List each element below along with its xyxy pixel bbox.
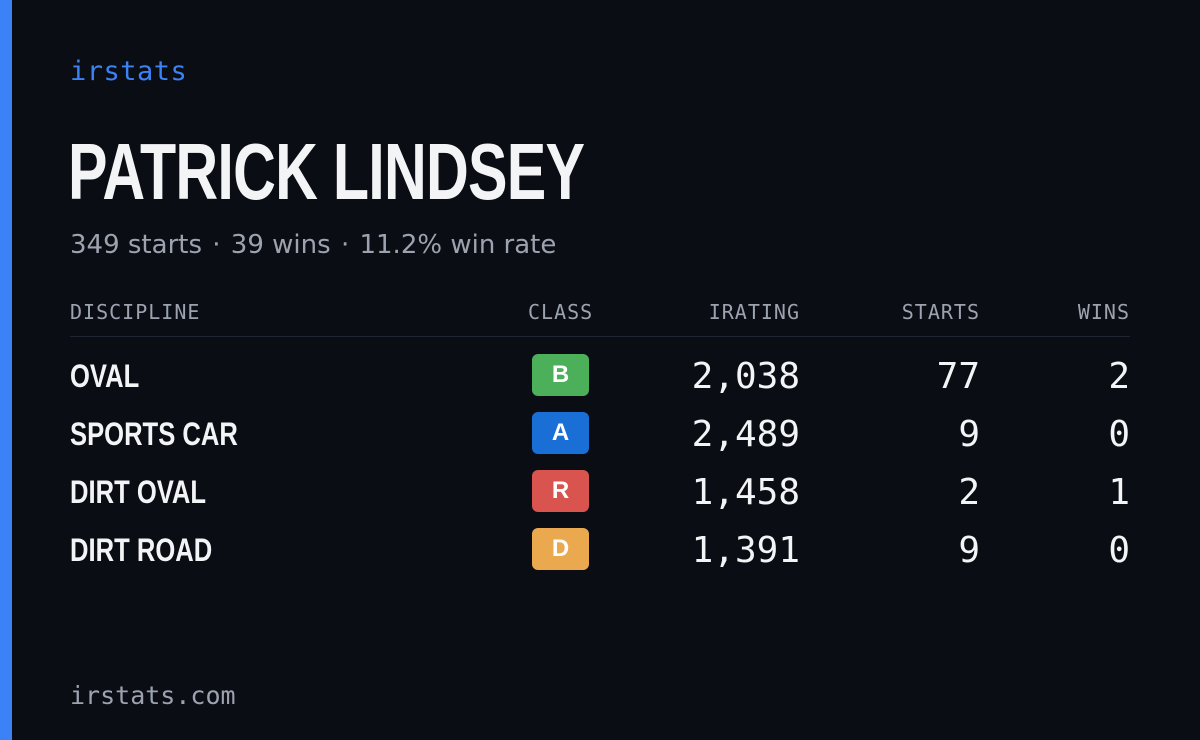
brand-logo: irstats bbox=[70, 56, 188, 87]
header-class: CLASS bbox=[528, 300, 594, 324]
driver-summary: 349 starts · 39 wins · 11.2% win rate bbox=[70, 230, 556, 260]
table-row: DIRT ROAD D 1,391 9 0 bbox=[70, 528, 1130, 586]
starts-value: 9 bbox=[958, 414, 980, 455]
table-row: SPORTS CAR A 2,489 9 0 bbox=[70, 412, 1130, 470]
wins-value: 0 bbox=[1108, 530, 1130, 571]
starts-value: 9 bbox=[958, 530, 980, 571]
accent-bar bbox=[0, 0, 12, 740]
footer-url: irstats.com bbox=[70, 681, 236, 710]
driver-name: PATRICK LINDSEY bbox=[68, 127, 585, 216]
discipline-name: DIRT ROAD bbox=[70, 532, 213, 568]
header-irating: IRATING bbox=[708, 300, 800, 324]
discipline-name: DIRT OVAL bbox=[70, 474, 207, 510]
wins-value: 0 bbox=[1108, 414, 1130, 455]
table-row: DIRT OVAL R 1,458 2 1 bbox=[70, 470, 1130, 528]
discipline-name: OVAL bbox=[70, 358, 140, 394]
class-badge: A bbox=[532, 412, 589, 454]
separator: · bbox=[212, 230, 221, 260]
irating-value: 2,038 bbox=[691, 356, 800, 397]
starts-value: 2 bbox=[958, 472, 980, 513]
discipline-name: SPORTS CAR bbox=[70, 416, 238, 452]
class-badge: B bbox=[532, 354, 589, 396]
starts-value: 77 bbox=[936, 356, 980, 397]
irating-value: 1,391 bbox=[691, 530, 800, 571]
wins-value: 2 bbox=[1108, 356, 1130, 397]
wins-summary: 39 wins bbox=[230, 230, 331, 260]
header-discipline: DISCIPLINE bbox=[70, 300, 201, 324]
starts-summary: 349 starts bbox=[70, 230, 202, 260]
wins-value: 1 bbox=[1108, 472, 1130, 513]
header-wins: WINS bbox=[1077, 300, 1130, 324]
header-starts: STARTS bbox=[901, 300, 980, 324]
winrate-summary: 11.2% win rate bbox=[359, 230, 557, 260]
irating-value: 1,458 bbox=[691, 472, 800, 513]
separator: · bbox=[340, 230, 350, 260]
class-badge: R bbox=[532, 470, 589, 512]
table-row: OVAL B 2,038 77 2 bbox=[70, 354, 1130, 412]
class-badge: D bbox=[532, 528, 589, 570]
irating-value: 2,489 bbox=[691, 414, 800, 455]
table-header: DISCIPLINE CLASS IRATING STARTS WINS bbox=[70, 300, 1130, 337]
